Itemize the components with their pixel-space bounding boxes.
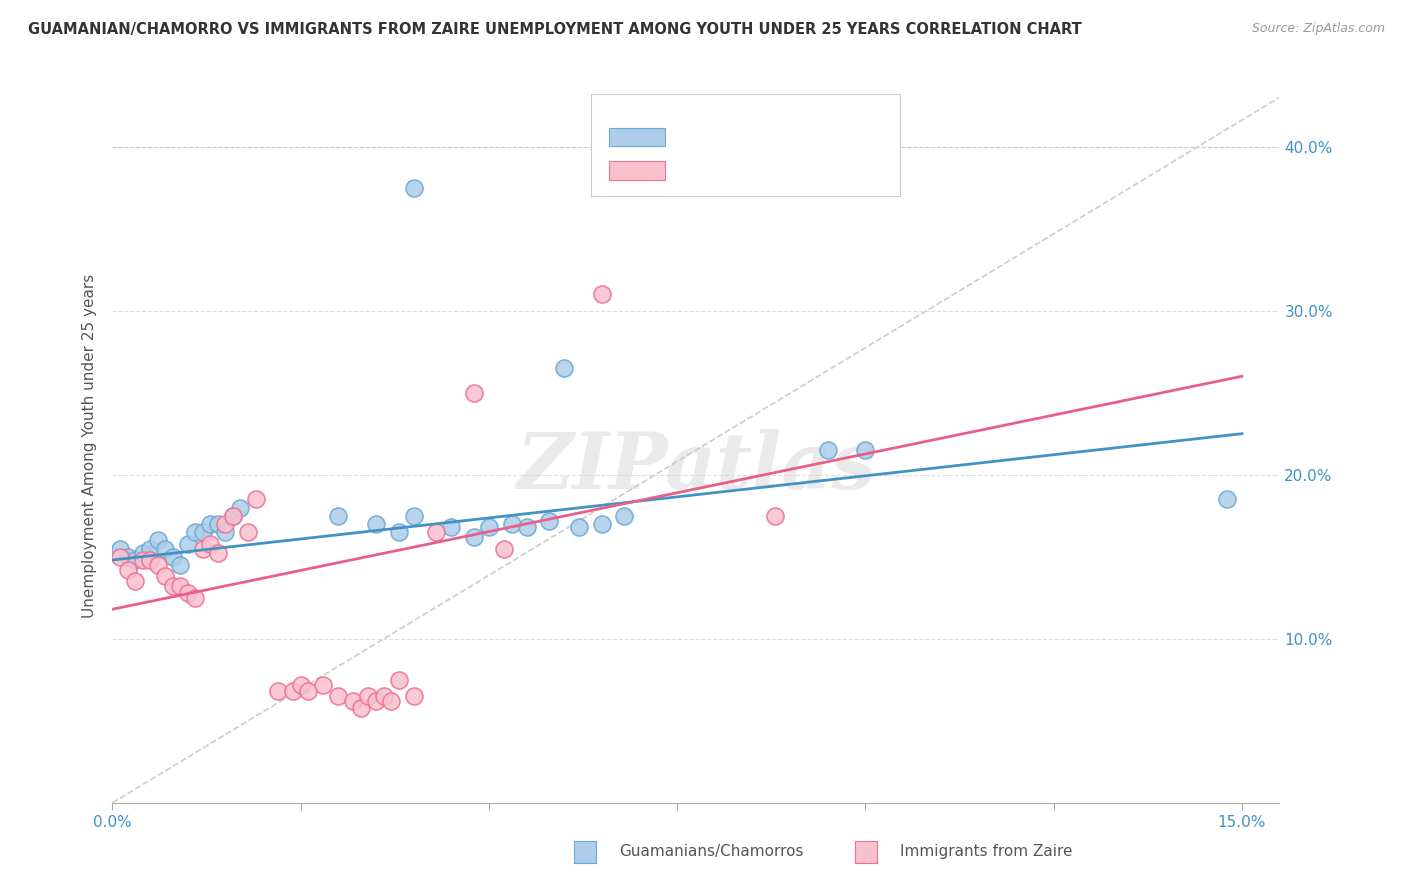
Point [124,574,146,589]
Point [463,385,485,400]
Point [236,525,259,540]
Point [283,684,305,698]
Point [200,516,222,531]
Point [117,563,139,577]
Point [124,553,146,567]
Point [402,180,425,194]
Point [492,541,515,556]
Point [245,492,267,507]
Text: 0.556: 0.556 [720,161,768,179]
Point [207,546,229,560]
FancyBboxPatch shape [609,161,665,180]
Point [553,361,575,376]
Point [214,516,236,531]
Point [342,694,364,708]
Text: 23: 23 [851,128,872,145]
Point [463,530,485,544]
Point [328,689,350,703]
Point [162,549,184,564]
Point [387,673,409,687]
Text: N =: N = [804,128,841,145]
Point [364,516,387,531]
Point [312,678,335,692]
Point [162,579,184,593]
Text: R =: R = [678,161,713,179]
Point [373,689,395,703]
Point [591,287,613,301]
Point [146,533,169,548]
Point [402,689,425,703]
Point [146,558,169,572]
Point [131,553,153,567]
Y-axis label: Unemployment Among Youth under 25 years: Unemployment Among Youth under 25 years [82,274,97,618]
Point [613,508,636,523]
Point [501,516,523,531]
Point [177,536,200,550]
Point [108,541,131,556]
Point [380,694,402,708]
Point [478,520,501,534]
Text: Source: ZipAtlas.com: Source: ZipAtlas.com [1251,22,1385,36]
Point [177,586,200,600]
Point [222,508,245,523]
Point [364,694,387,708]
Point [1216,492,1239,507]
Point [328,508,350,523]
Point [568,520,591,534]
Point [440,520,463,534]
Point [191,525,214,540]
Point [591,516,613,531]
Text: Guamanians/Chamorros: Guamanians/Chamorros [619,845,803,859]
Point [853,443,876,458]
Point [538,514,561,528]
Text: Immigrants from Zaire: Immigrants from Zaire [900,845,1073,859]
Point [516,520,538,534]
FancyBboxPatch shape [609,128,665,146]
Point [108,549,131,564]
Point [153,541,176,556]
Text: 29: 29 [851,161,872,179]
Point [139,553,162,567]
Point [763,508,786,523]
Point [425,525,447,540]
Point [350,700,373,714]
Point [169,579,191,593]
Point [817,443,839,458]
Point [267,684,290,698]
Point [297,684,319,698]
Point [184,591,207,605]
Point [207,516,229,531]
Point [357,689,380,703]
Point [117,549,139,564]
Point [229,500,252,515]
Point [222,508,245,523]
FancyBboxPatch shape [591,94,900,196]
Point [402,508,425,523]
Point [191,541,214,556]
Point [387,525,409,540]
Point [184,525,207,540]
Text: GUAMANIAN/CHAMORRO VS IMMIGRANTS FROM ZAIRE UNEMPLOYMENT AMONG YOUTH UNDER 25 YE: GUAMANIAN/CHAMORRO VS IMMIGRANTS FROM ZA… [28,22,1081,37]
Point [131,546,153,560]
Text: 0.339: 0.339 [720,128,768,145]
Text: N =: N = [804,161,841,179]
Point [290,678,312,692]
Point [169,558,191,572]
Point [200,536,222,550]
Point [153,569,176,583]
Point [139,541,162,556]
Text: R =: R = [678,128,713,145]
Point [214,525,236,540]
Text: ZIPatlas: ZIPatlas [516,429,876,506]
